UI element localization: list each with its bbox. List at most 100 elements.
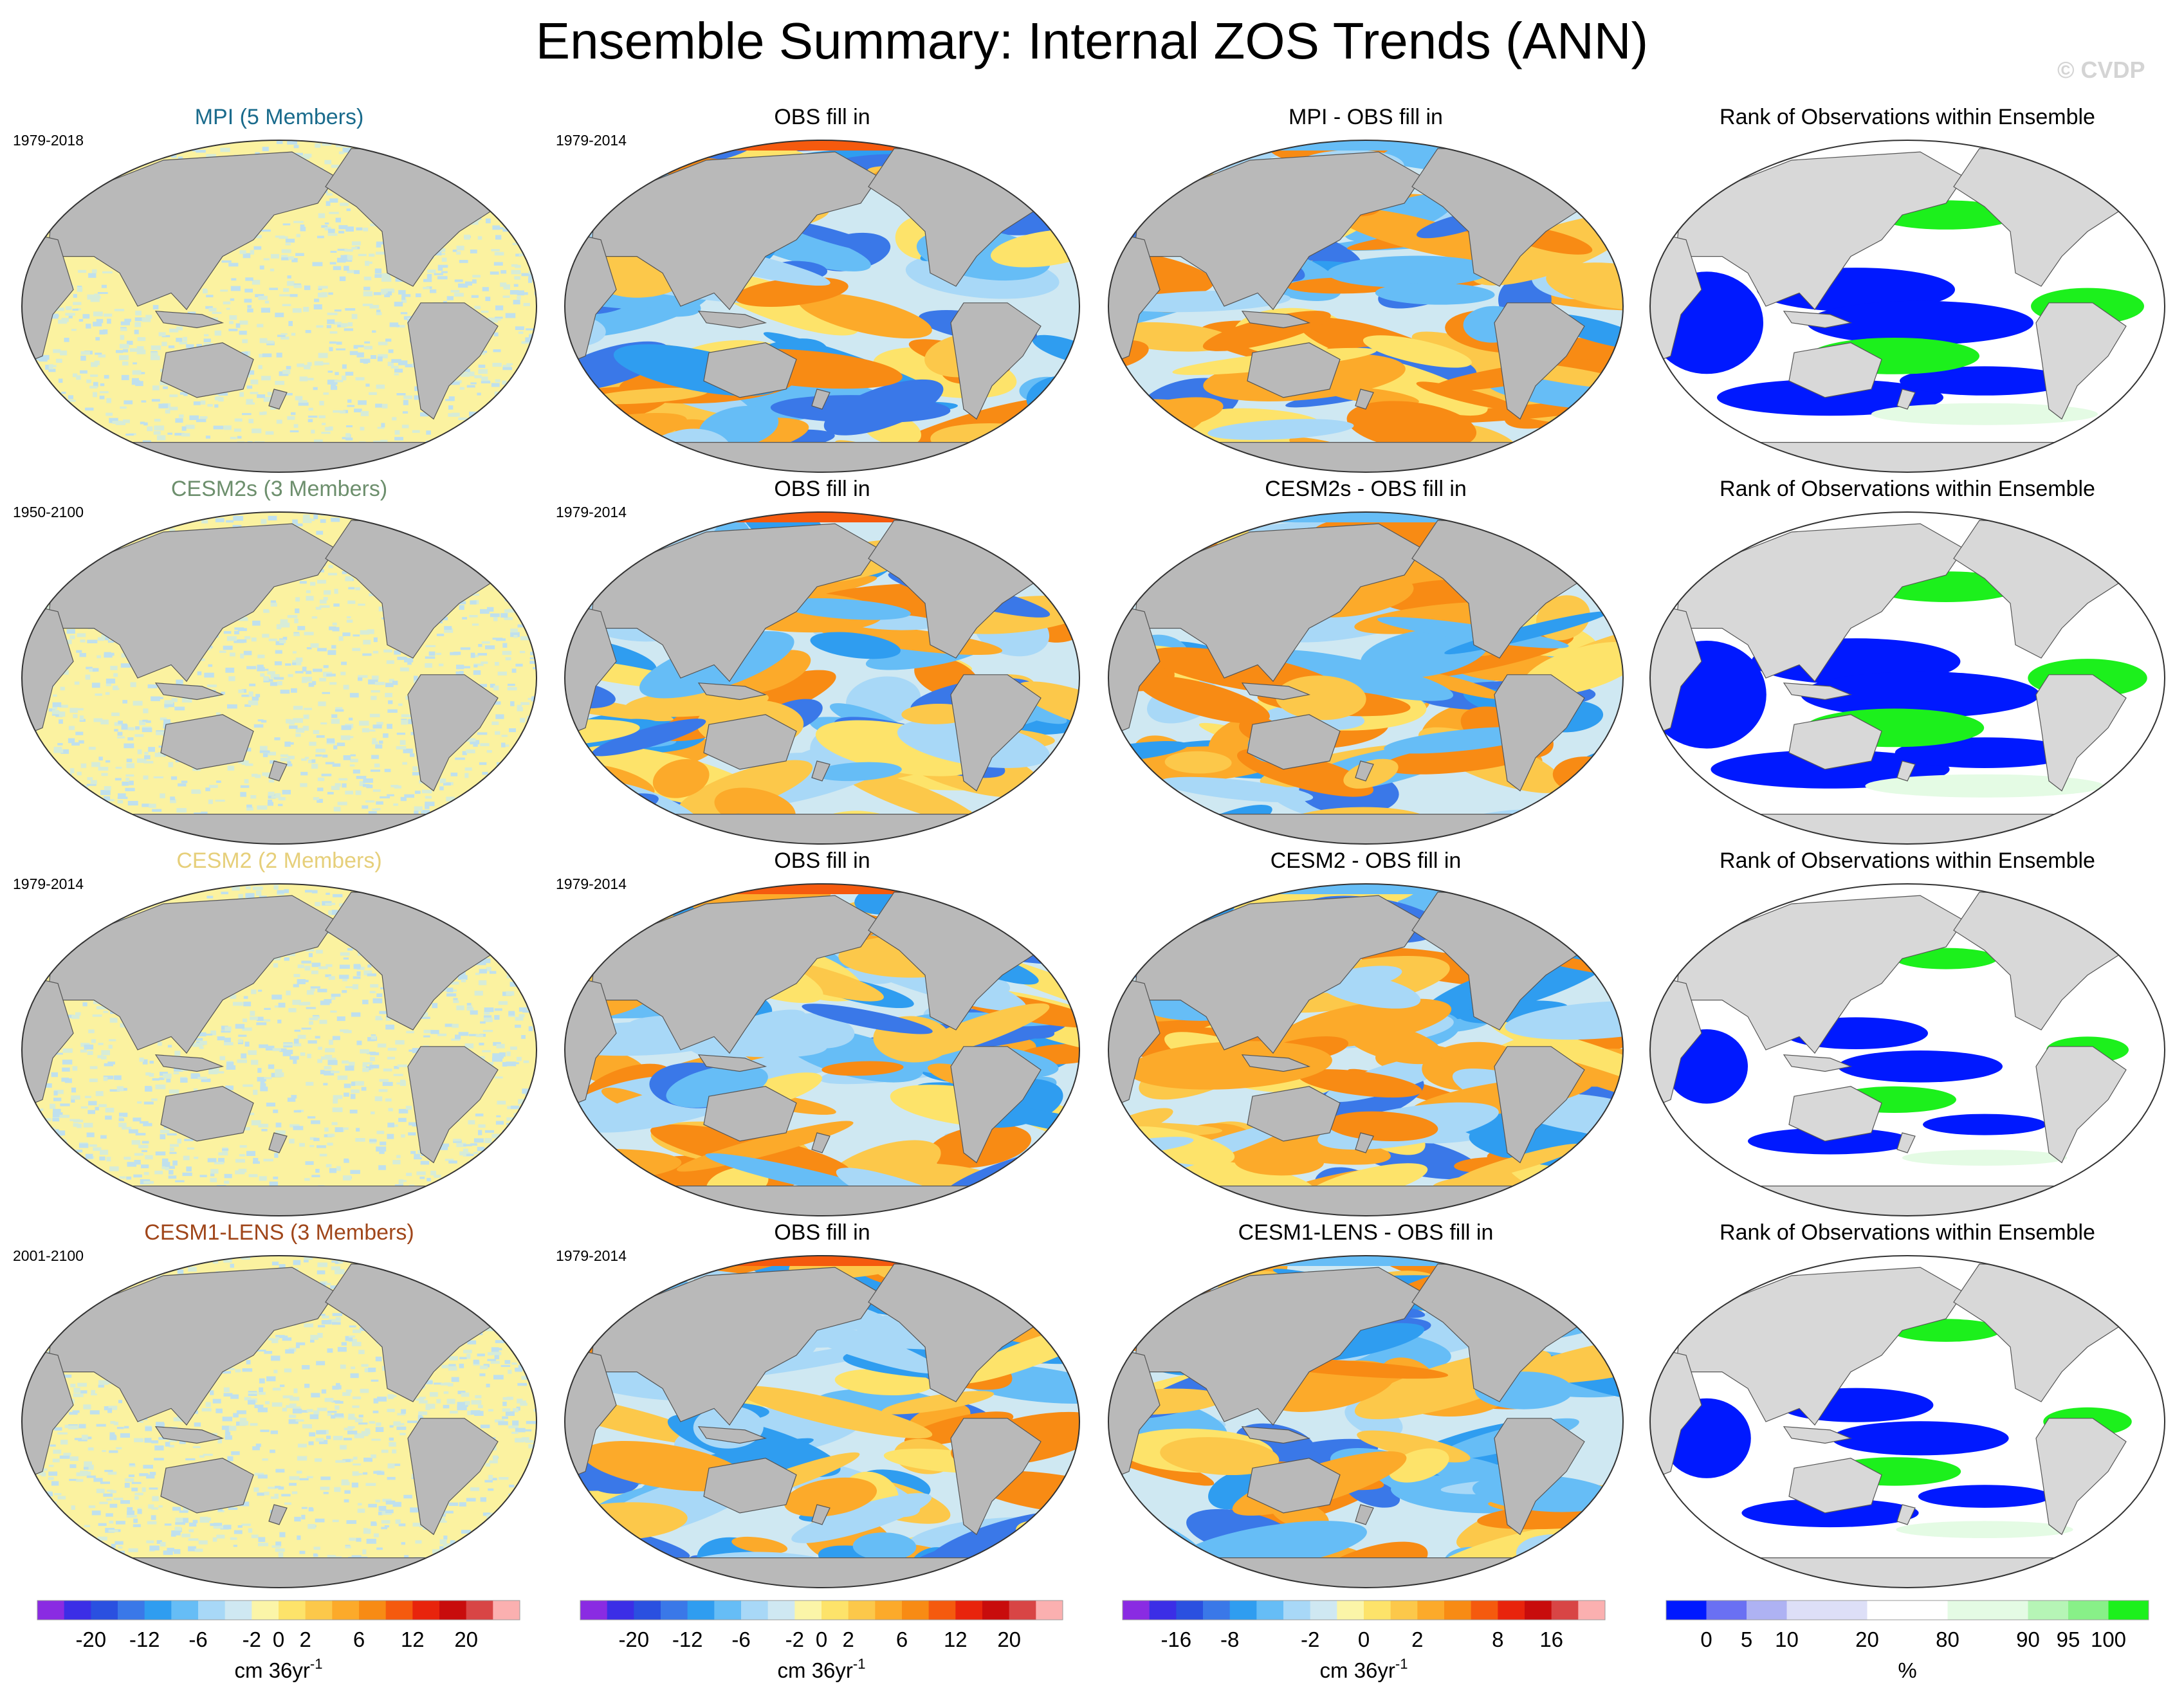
colorbar-units: cm 36yr-1 — [1320, 1656, 1408, 1682]
colorbar-tick-label: -20 — [618, 1628, 649, 1651]
colorbar-swatch — [144, 1601, 172, 1620]
colorbar-tick-label: 6 — [353, 1628, 365, 1651]
panel-title-r3-c3: CESM2 - OBS fill in — [1270, 848, 1462, 873]
colorbar-swatch — [741, 1601, 769, 1620]
colorbar-units: cm 36yr-1 — [235, 1656, 323, 1682]
colorbar-tick-label: -2 — [243, 1628, 261, 1651]
colorbar-swatch — [1471, 1601, 1498, 1620]
colorbar-swatch — [1867, 1601, 1908, 1620]
colorbar-tick-label: 2 — [843, 1628, 854, 1651]
map-r1-c2 — [564, 140, 1080, 473]
colorbar-units: cm 36yr-1 — [778, 1656, 866, 1682]
period-label-r1-c2: 1979-2014 — [556, 132, 627, 149]
colorbar-units: % — [1898, 1658, 1916, 1682]
map-outline — [21, 511, 537, 845]
colorbar-swatch — [1988, 1601, 2028, 1620]
map-outline — [1649, 140, 2165, 473]
panel-title-r4-c3: CESM1-LENS - OBS fill in — [1238, 1220, 1494, 1245]
colorbar-3: -16 -8 -2 0 2 8 16 cm 36yr-1 — [1122, 1600, 1606, 1682]
map-outline — [1108, 1255, 1624, 1588]
colorbar-swatch — [1444, 1601, 1472, 1620]
map-r2-c1 — [21, 511, 537, 845]
colorbar-swatch — [1666, 1601, 1707, 1620]
map-outline — [564, 140, 1080, 473]
colorbar-swatch — [1947, 1601, 1988, 1620]
period-label-r4-c1: 2001-2100 — [13, 1247, 84, 1264]
colorbar-swatch — [821, 1601, 849, 1620]
panel-title-r3-c4: Rank of Observations within Ensemble — [1720, 848, 2095, 873]
colorbar-swatch — [332, 1601, 360, 1620]
colorbar-tick-label: 8 — [1492, 1628, 1503, 1651]
colorbar-swatch — [198, 1601, 226, 1620]
colorbar-swatch — [1907, 1601, 1948, 1620]
colorbar-swatch — [1417, 1601, 1445, 1620]
colorbar-swatch — [91, 1601, 118, 1620]
colorbar-swatch — [714, 1601, 742, 1620]
map-outline — [1108, 511, 1624, 845]
colorbar-swatch — [439, 1601, 467, 1620]
panel-title-r3-c1: CESM2 (2 Members) — [176, 848, 382, 873]
period-label-r1-c1: 1979-2018 — [13, 132, 84, 149]
panel-title-r4-c2: OBS fill in — [774, 1220, 870, 1245]
map-outline — [21, 1255, 537, 1588]
colorbar-swatch — [359, 1601, 387, 1620]
panel-title-r4-c4: Rank of Observations within Ensemble — [1720, 1220, 2095, 1245]
colorbar-swatch — [1256, 1601, 1284, 1620]
map-outline — [21, 140, 537, 473]
colorbar-tick-label: 0 — [1700, 1628, 1712, 1651]
map-r2-c2 — [564, 511, 1080, 845]
colorbar-tick-label: 5 — [1741, 1628, 1752, 1651]
panel-title-r3-c2: OBS fill in — [774, 848, 870, 873]
colorbar-swatch — [982, 1601, 1010, 1620]
colorbar-tick-label: 95 — [2057, 1628, 2080, 1651]
colorbar-swatch — [1283, 1601, 1311, 1620]
colorbar-swatch — [1337, 1601, 1364, 1620]
colorbar-tick-label: -6 — [188, 1628, 207, 1651]
colorbar-swatch — [1009, 1601, 1036, 1620]
colorbar-tick-label: 0 — [816, 1628, 827, 1651]
colorbar-swatch — [37, 1601, 65, 1620]
panel-title-r1-c1: MPI (5 Members) — [194, 105, 364, 129]
colorbar-swatch — [687, 1601, 715, 1620]
colorbar-swatch — [1036, 1601, 1063, 1620]
colorbar-swatch — [607, 1601, 634, 1620]
colorbar-tick-label: -2 — [1301, 1628, 1319, 1651]
map-r2-c4 — [1649, 511, 2165, 845]
colorbar-swatch — [2028, 1601, 2069, 1620]
colorbar-swatch — [118, 1601, 145, 1620]
figure-title: Ensemble Summary: Internal ZOS Trends (A… — [535, 12, 1649, 69]
panel-title-r2-c3: CESM2s - OBS fill in — [1265, 477, 1467, 501]
panel-title-r2-c2: OBS fill in — [774, 477, 870, 501]
colorbar-swatch — [1203, 1601, 1231, 1620]
colorbar-tick-label: 0 — [273, 1628, 284, 1651]
colorbar-swatch — [493, 1601, 520, 1620]
colorbar-swatch — [305, 1601, 333, 1620]
map-outline — [1649, 511, 2165, 845]
colorbar-swatch — [466, 1601, 493, 1620]
colorbar-swatch — [794, 1601, 822, 1620]
map-outline — [1108, 140, 1624, 473]
map-outline — [21, 883, 537, 1216]
map-outline — [564, 511, 1080, 845]
period-label-r3-c1: 1979-2014 — [13, 876, 84, 892]
map-r1-c1 — [21, 140, 537, 473]
colorbar-tick-label: 2 — [300, 1628, 311, 1651]
colorbar-swatch — [848, 1601, 876, 1620]
colorbar-swatch — [1786, 1601, 1828, 1620]
colorbar-swatch — [385, 1601, 413, 1620]
colorbar-tick-label: 12 — [944, 1628, 968, 1651]
colorbar-swatch — [634, 1601, 661, 1620]
land-mask — [22, 886, 537, 1216]
colorbar-tick-label: 6 — [896, 1628, 908, 1651]
map-r3-c3 — [1108, 883, 1624, 1216]
colorbar-swatch — [1747, 1601, 1787, 1620]
colorbar-swatch — [1525, 1601, 1552, 1620]
panel-title-r1-c2: OBS fill in — [774, 105, 870, 129]
colorbar-tick-label: -2 — [785, 1628, 804, 1651]
period-label-r3-c2: 1979-2014 — [556, 876, 627, 892]
colorbar-swatch — [767, 1601, 795, 1620]
cvdp-watermark: © CVDP — [2057, 57, 2145, 83]
map-r4-c3 — [1108, 1255, 1624, 1588]
